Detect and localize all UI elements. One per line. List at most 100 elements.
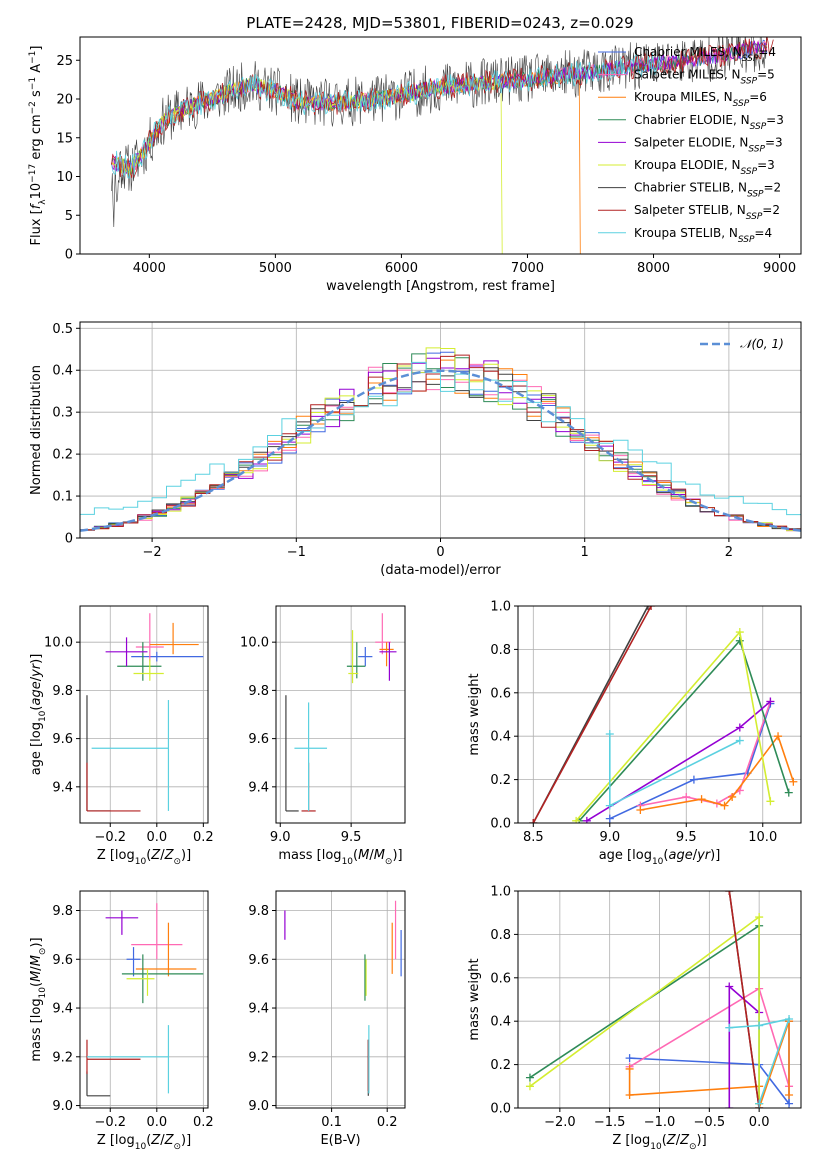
y-axis-label: mass [log10(M/M⊙)] — [29, 937, 48, 1061]
y-tick-label: 0.4 — [490, 730, 511, 745]
y-tick-label: 9.6 — [248, 732, 269, 747]
y-tick-label: 1.0 — [490, 600, 511, 615]
series-point — [625, 1054, 634, 1063]
x-tick-label: −0.2 — [94, 830, 126, 845]
series-point — [525, 1082, 534, 1091]
y-tick-label: 9.6 — [52, 953, 73, 968]
series-point — [785, 1015, 794, 1024]
y-tick-label: 0.8 — [490, 643, 511, 658]
x-axis-label: Z [log10(Z/Z⊙)] — [97, 848, 191, 867]
y-tick-label: 10 — [56, 170, 73, 185]
x-tick-label: 0.0 — [146, 830, 167, 845]
series-point — [785, 1090, 794, 1099]
series-line — [532, 606, 652, 823]
series-point — [725, 1104, 734, 1108]
legend-label: Chabrier MILES, NSSP=4 — [634, 45, 776, 64]
y-tick-label: 9.4 — [248, 1002, 269, 1017]
figure-title: PLATE=2428, MJD=53801, FIBERID=0243, z=0… — [246, 14, 633, 32]
series-point — [636, 805, 645, 814]
spectrum-line-salpeter-elodie — [111, 40, 768, 174]
y-tick-label: 9.4 — [52, 1002, 73, 1017]
series-point — [682, 792, 691, 801]
y-axis-label: Flux [fλ10−17 erg cm−2 s−1 A−1] — [28, 46, 48, 246]
legend-label: Kroupa STELIB, NSSP=4 — [634, 226, 772, 245]
series-point — [774, 732, 783, 741]
legend-label: Chabrier ELODIE, NSSP=3 — [634, 113, 784, 132]
y-tick-label: 9.4 — [248, 780, 269, 795]
x-tick-label: −2.0 — [544, 1115, 576, 1130]
series-point — [735, 628, 744, 637]
series-point — [647, 606, 656, 610]
y-tick-label: 0.6 — [490, 971, 511, 986]
y-tick-label: 10.0 — [240, 636, 269, 651]
x-tick-label: 0.0 — [749, 1115, 770, 1130]
x-tick-label: 7000 — [511, 261, 544, 276]
x-tick-label: −1.0 — [644, 1115, 676, 1130]
series-point — [735, 636, 744, 645]
y-tick-label: 9.0 — [248, 1099, 269, 1114]
series-point — [755, 1099, 764, 1108]
spectrum-line-kroupa-stelib — [111, 52, 661, 179]
age-vs-metallicity-panel: −0.2 0.0 0.2 9.4 9.6 9.8 10.0 Z [log10(Z/Z⊙)] ag… — [29, 605, 214, 867]
y-tick-label: 9.2 — [52, 1050, 73, 1065]
y-tick-label: 0.0 — [490, 1102, 511, 1117]
series-point — [725, 1023, 734, 1032]
x-tick-label: 6000 — [385, 261, 418, 276]
series-point — [755, 1021, 764, 1030]
series-point — [766, 797, 775, 806]
y-tick-label: 0.2 — [490, 1058, 511, 1073]
mass-vs-extinction-panel: 0.1 0.2 9.0 9.2 9.4 9.6 9.8 E(B-V) — [248, 890, 406, 1148]
series-point — [572, 816, 581, 823]
y-tick-label: 9.8 — [248, 904, 269, 919]
spectrum-panel: 4000 5000 6000 7000 8000 9000 0 5 10 15 20 25 wavele… — [28, 36, 802, 294]
y-tick-label: 1.0 — [490, 885, 511, 900]
x-tick-label: 4000 — [133, 261, 166, 276]
series-point — [605, 814, 614, 823]
x-tick-label: 9.5 — [676, 830, 697, 845]
series-point — [766, 697, 775, 706]
x-axis-label: age [log10(age/yr)] — [599, 848, 721, 867]
y-tick-label: 9.8 — [52, 684, 73, 699]
series-point — [789, 777, 798, 786]
series-point — [529, 819, 538, 823]
axes-frame — [79, 36, 802, 255]
histogram-steps — [80, 347, 801, 532]
x-tick-label: 9.0 — [599, 830, 620, 845]
legend-label: Salpeter STELIB, NSSP=2 — [634, 203, 780, 222]
y-tick-label: 15 — [56, 131, 73, 146]
y-tick-label: 9.2 — [248, 1050, 269, 1065]
x-axis-label: (data-model)/error — [380, 563, 501, 578]
series-line — [529, 924, 760, 1104]
x-axis-label: Z [log10(Z/Z⊙)] — [612, 1133, 706, 1152]
axes-frame — [517, 605, 802, 824]
series-line — [728, 891, 760, 1108]
mass-vs-metallicity-panel: −0.2 0.0 0.2 9.0 9.2 9.4 9.6 9.8 Z [log10(Z/Z⊙)]… — [29, 890, 214, 1152]
x-axis-label: E(B-V) — [320, 1133, 360, 1148]
y-tick-label: 5 — [65, 209, 73, 224]
error-bars — [284, 900, 402, 1096]
series-line — [640, 734, 795, 811]
x-tick-label: 9.0 — [270, 830, 291, 845]
series-point — [625, 1064, 634, 1073]
series-point — [755, 913, 764, 922]
y-tick-label: 0.4 — [490, 1015, 511, 1030]
y-tick-label: 0.3 — [52, 406, 73, 421]
y-tick-label: 0 — [65, 532, 73, 547]
y-tick-label: 9.0 — [52, 1099, 73, 1114]
error-bars — [86, 903, 204, 1097]
axes-frame — [275, 605, 406, 824]
legend-label: Kroupa MILES, NSSP=6 — [634, 90, 767, 109]
axes-frame — [275, 890, 406, 1109]
x-tick-label: 0.2 — [377, 1115, 398, 1130]
series-point — [625, 1090, 634, 1099]
series-point — [785, 1099, 794, 1108]
x-tick-label: −2 — [143, 545, 162, 560]
y-tick-label: 9.8 — [248, 684, 269, 699]
series-point — [728, 792, 737, 801]
x-axis-label: mass [log10(M/M⊙)] — [278, 848, 402, 867]
x-tick-label: −1 — [287, 545, 306, 560]
series-point — [525, 1073, 534, 1082]
y-tick-label: 9.8 — [52, 904, 73, 919]
series-point — [735, 723, 744, 732]
